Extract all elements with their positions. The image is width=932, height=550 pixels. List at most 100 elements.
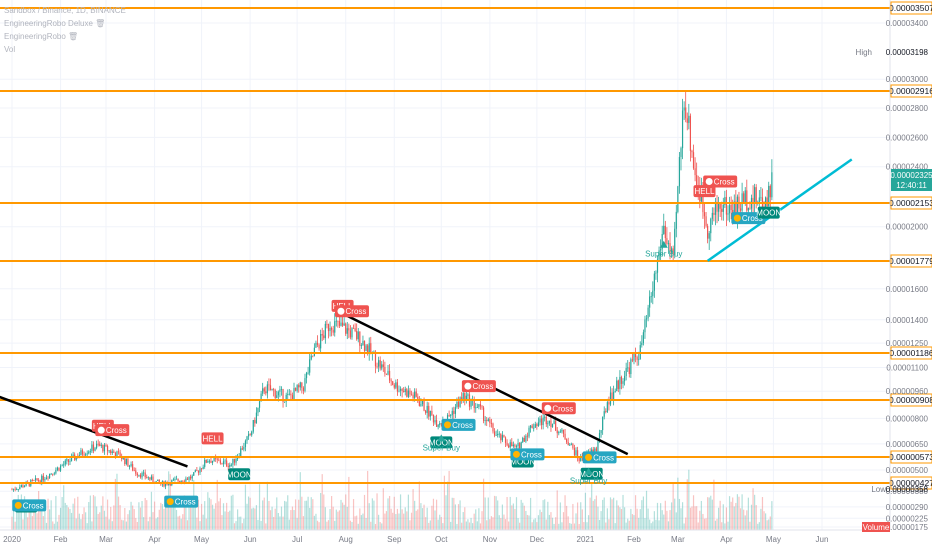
volume-bar: [456, 523, 458, 530]
super-buy-arrow: [437, 434, 446, 442]
candle-body: [158, 479, 160, 483]
volume-bar: [171, 502, 173, 530]
candle-body: [710, 218, 712, 234]
volume-bar: [713, 479, 715, 530]
volume-bar: [341, 502, 344, 530]
candle-body: [177, 478, 179, 482]
volume-bar: [268, 500, 270, 530]
volume-bar: [315, 513, 317, 530]
volume-bar: [625, 522, 627, 530]
candle-body: [529, 425, 532, 428]
volume-bar: [519, 522, 521, 530]
support-resistance-levels[interactable]: 0.00003507 0.00002916 0.00002153 0.00001779…: [0, 1, 932, 490]
candle-body: [294, 388, 297, 391]
volume-bar: [616, 500, 618, 530]
price-tick-label: 0.00001250: [886, 339, 929, 348]
volume-bar: [675, 512, 677, 530]
volume-bar: [716, 518, 718, 530]
candle-body: [70, 456, 73, 462]
volume-bar: [139, 507, 142, 530]
signal-bg: [757, 206, 780, 219]
price-axis[interactable]: 0.00003400 0.00003000 0.00002800 0.00002600…: [886, 19, 929, 532]
level-label-bg: [890, 346, 932, 360]
time-axis[interactable]: 2020 Feb Mar Apr May Jun Jul Aug Sep Oct Nov Dec 202…: [3, 535, 828, 544]
candle-body: [58, 467, 60, 471]
candle-body: [570, 443, 572, 445]
candle-body: [218, 459, 220, 461]
low-value: 0.00000358: [886, 485, 929, 494]
candle-body: [36, 478, 38, 481]
volume-bar: [329, 509, 331, 530]
time-tick-label: Sep: [387, 535, 402, 544]
legend-indicator-deluxe[interactable]: EngineeringRobo Deluxe 🗑: [4, 19, 106, 28]
volume-bar: [30, 509, 32, 530]
candle-body: [390, 380, 392, 382]
legend-volume[interactable]: Vol: [4, 45, 16, 54]
volume-bar: [525, 510, 527, 530]
candle-body: [196, 470, 198, 472]
candle-body: [312, 355, 314, 357]
volume-bar: [299, 472, 301, 530]
trendlines[interactable]: [0, 158, 853, 468]
candle-body: [655, 272, 657, 274]
candle-body: [573, 448, 576, 456]
candle-body: [675, 211, 677, 229]
candle-body: [423, 400, 425, 411]
candle-body: [686, 118, 688, 123]
candle-body: [260, 393, 262, 402]
candle-body: [566, 439, 568, 443]
volume-bar: [533, 519, 535, 530]
volume-bar: [70, 512, 73, 530]
legend-symbol[interactable]: Sandbox / Binance, 1D, BINANCE: [4, 6, 126, 15]
volume-bar: [260, 520, 262, 530]
volume-bar: [407, 494, 409, 530]
signal-bg: [12, 499, 47, 512]
candle-body: [116, 451, 118, 457]
candle-body: [28, 482, 30, 486]
volume-bar: [49, 509, 51, 530]
candle-body: [290, 393, 292, 396]
volume-bar: [555, 517, 557, 530]
candle-body: [631, 359, 634, 361]
signal-icon: [464, 382, 472, 390]
legend-indicator-robo[interactable]: EngineeringRobo 🗑: [4, 32, 79, 41]
volume-bar: [25, 505, 27, 530]
volume-bar: [103, 510, 106, 530]
volume-bar: [27, 517, 29, 530]
candle-body: [482, 407, 485, 421]
volume-bar: [492, 517, 494, 530]
candle-body: [56, 467, 59, 471]
signal-icon: [733, 214, 741, 222]
volume-bar: [613, 497, 615, 530]
volume-bar: [218, 501, 220, 530]
candle-body: [227, 466, 229, 467]
candle-body: [38, 480, 40, 482]
signal-cross-up: Cross: [582, 451, 617, 464]
volume-bar: [277, 512, 279, 530]
candle-body: [219, 460, 221, 464]
candle-body: [492, 423, 494, 432]
signal-icon: [444, 421, 452, 429]
candle-body: [343, 323, 345, 326]
candle-body: [139, 474, 142, 478]
candle-body: [97, 443, 99, 445]
volume-bar: [357, 523, 359, 530]
volume-bar: [603, 497, 605, 530]
signal-cross-up: Cross: [164, 495, 199, 508]
price-tick-label: 0.00002600: [886, 133, 929, 142]
candle-body: [503, 435, 505, 438]
candle-body: [302, 387, 305, 391]
volume-bar: [172, 499, 174, 530]
signal-label: Cross: [552, 404, 573, 413]
volume-bar: [185, 496, 187, 530]
volume-bar: [374, 523, 377, 530]
volume-bar: [149, 516, 151, 530]
signal-label: Cross: [452, 421, 473, 430]
volume-bar: [199, 521, 201, 530]
volume-bar: [547, 501, 549, 530]
volume-bar: [705, 518, 707, 530]
volume-bar: [620, 508, 623, 530]
volume-bar: [53, 523, 55, 530]
candle-body: [102, 444, 104, 452]
